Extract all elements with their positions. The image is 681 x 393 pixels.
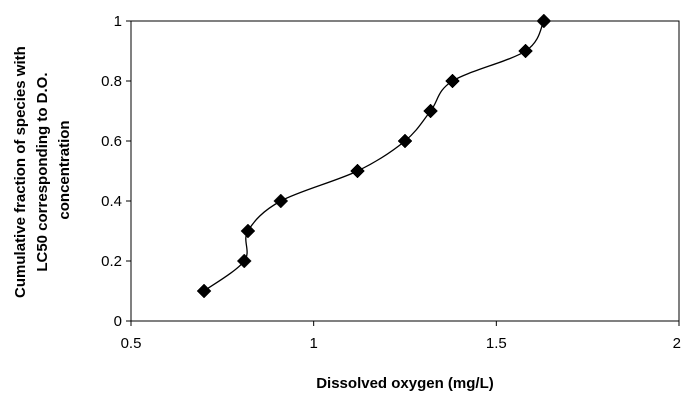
y-axis-ticks: 0 0.2 0.4 0.6 0.8 1 (101, 13, 131, 330)
x-tick-label: 1 (309, 335, 317, 352)
data-point (350, 163, 365, 179)
y-tick-label: 0 (114, 313, 122, 330)
x-tick-label: 1.5 (486, 335, 507, 352)
data-point (423, 103, 438, 119)
y-axis-title-line-2: LC50 corresponding to D.O. (34, 72, 51, 271)
data-point (445, 73, 460, 89)
x-tick-label: 2 (673, 335, 681, 352)
y-tick-label: 0.6 (101, 133, 122, 150)
data-point (240, 223, 256, 239)
data-point (397, 133, 413, 149)
x-tick-label: 0.5 (121, 335, 142, 352)
data-point (273, 193, 289, 209)
plot-area-border (130, 20, 680, 322)
x-axis-title: Dissolved oxygen (mg/L) (316, 375, 494, 392)
y-tick-label: 0.4 (101, 193, 122, 210)
plot-frame (130, 20, 680, 322)
data-point (518, 43, 533, 59)
x-axis-ticks: 0.5 1 1.5 2 (121, 321, 681, 352)
data-point (236, 253, 252, 269)
series-curve (203, 20, 545, 292)
series-points (196, 13, 552, 299)
data-point (536, 13, 552, 29)
y-tick-label: 0.8 (101, 73, 122, 90)
y-axis-title: Cumulative fraction of species with LC50… (12, 42, 73, 298)
y-tick-label: 1 (114, 13, 122, 30)
data-point (196, 283, 212, 299)
y-axis-title-line-1: Cumulative fraction of species with (12, 46, 29, 298)
y-tick-label: 0.2 (101, 253, 122, 270)
y-axis-title-line-3: concentration (56, 120, 73, 219)
